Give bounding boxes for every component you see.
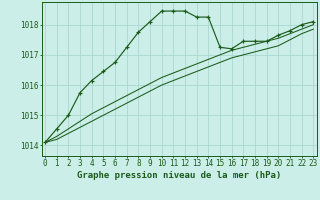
X-axis label: Graphe pression niveau de la mer (hPa): Graphe pression niveau de la mer (hPa)	[77, 171, 281, 180]
